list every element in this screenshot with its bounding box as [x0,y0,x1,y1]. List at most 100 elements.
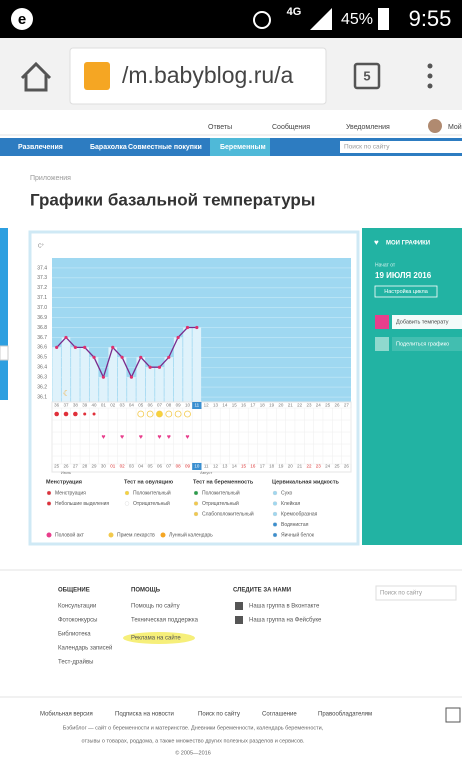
legend-icon [193,511,199,517]
top-link[interactable]: Ответы [208,124,232,131]
date: 11 [204,464,209,469]
bottom-link[interactable]: Подписка на новости [115,712,174,718]
breadcrumb[interactable]: Приложения [30,175,71,182]
ovulation-test [174,410,182,418]
left-panel-edge [0,228,8,400]
temp-bar [61,337,71,402]
legend-item: Половой акт [55,531,85,538]
side-heading[interactable]: МОИ ГРАФИКИ [386,241,430,247]
y-tick-label: 36.1 [37,394,47,400]
cycle-day: 04 [129,403,135,408]
temp-point [167,355,171,359]
month: Август [200,470,212,475]
footer-link[interactable]: Помощь по сайту [131,603,180,610]
temp-line [56,326,197,379]
y-tick-label: 37.0 [37,305,47,311]
cycle-day: 37 [64,403,70,408]
y-tick-label: 37.1 [37,295,47,301]
legend-icon [272,522,278,527]
temp-point [148,365,152,369]
footer-link[interactable]: Наша группа на Фейсбуке [249,617,322,624]
footer-link[interactable]: Библиотека [58,632,91,638]
cycle-day: 05 [138,403,144,408]
bottom-link[interactable]: Мобильная версия [40,712,93,718]
settings-label: Настройка цикла [384,288,429,295]
bottom-link[interactable]: Соглашение [262,712,297,718]
action-icon [375,337,389,351]
action-row[interactable] [392,315,462,329]
menu-dot[interactable] [427,63,433,69]
home-button[interactable] [20,61,52,92]
menu-item[interactable]: Развлечения [18,144,63,151]
menu-item[interactable]: Совместные покупки [128,144,202,151]
date: 08 [176,464,182,469]
menstruation-drop [83,412,87,416]
footer-link[interactable]: Консультации [58,604,96,610]
legend-icon [46,501,52,506]
cycle-day: 27 [344,403,350,408]
search-placeholder: Поиск по сайту [344,143,390,151]
action-label: Добавить температу [396,319,449,325]
heart: ♥ [185,434,189,441]
legend-icon [193,501,199,506]
date: 24 [325,464,331,469]
cycle-day: 16 [241,403,247,408]
footer-link[interactable]: Наша группа в Вконтакте [249,604,320,610]
temp-bar [155,367,164,402]
bottom-link[interactable]: Поиск по сайту [198,711,240,718]
legend-icon [124,490,130,496]
footer-link[interactable]: Тест-драйвы [58,659,93,666]
legend-icon [46,532,52,538]
search-box[interactable] [340,141,462,153]
action-row[interactable] [392,337,462,351]
heart: ♥ [101,434,105,441]
top-link[interactable]: Мой [448,123,462,131]
legend-icon [124,501,130,506]
cycle-day: 36 [54,403,60,408]
menu-item[interactable]: Беременным [220,144,266,151]
top-link[interactable]: Уведомления [346,124,390,131]
cycle-day: 09 [176,403,182,408]
heart: ♥ [120,434,124,441]
temp-point [55,345,59,349]
tab-count: 5 [363,68,370,83]
cycle-day: 22 [297,403,303,408]
footer-link[interactable]: Реклама на сайте [131,635,181,642]
heart: ♥ [139,434,143,441]
legend-item: Клейкая [281,500,300,507]
footer-link[interactable]: Календарь записей [58,645,112,652]
side-panel [362,228,462,545]
cycle-day: 20 [278,403,284,408]
bottom-link[interactable]: Правообладателям [318,712,372,718]
month: Июль [61,470,71,475]
legend-item: Кремообразная [281,511,318,517]
temp-bar [80,347,89,402]
qr-icon[interactable] [445,707,461,723]
clock: 9:55 [409,6,452,31]
date: 27 [73,464,79,469]
date: 03 [129,464,135,469]
footer-link[interactable]: Техническая поддержка [131,618,199,624]
y-tick-label: 36.9 [37,315,47,321]
menstruation-drop [73,411,78,417]
tabs-button[interactable] [353,62,381,90]
highlight [123,632,195,644]
temp-point [101,375,105,379]
legend-item: Яичный белок [281,531,315,538]
started-label: Начат от [375,262,396,268]
footer-link[interactable]: Фотоконкурсы [58,618,97,624]
top-link[interactable]: Сообщения [272,123,310,131]
menu-item[interactable]: Барахолка [90,144,127,151]
date: 21 [297,464,303,469]
temp-point [111,345,115,349]
footer-search[interactable] [375,585,457,601]
cycle-day: 07 [157,403,163,408]
cycle-day: 40 [92,403,98,408]
today-cell [192,402,202,409]
legend-item: Прием лекарств [117,532,155,538]
address-bar[interactable] [69,47,327,105]
signal-icon [310,8,332,30]
cycle-day: 02 [110,403,116,408]
settings-button[interactable] [374,285,438,298]
y-tick-label: 37.2 [37,285,47,291]
